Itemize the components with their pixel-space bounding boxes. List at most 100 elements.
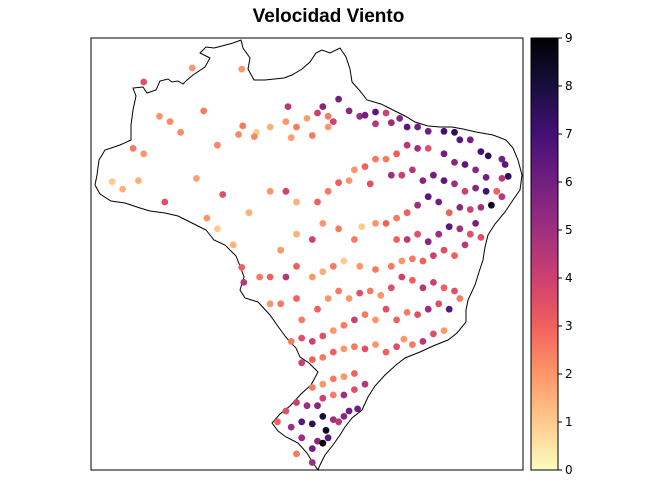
station-point xyxy=(435,198,443,206)
colorbar-tick-label: 7 xyxy=(565,127,573,141)
station-point xyxy=(451,128,458,136)
station-point xyxy=(504,172,512,180)
station-point xyxy=(361,380,369,388)
station-point xyxy=(319,268,327,276)
colorbar-tick-label: 0 xyxy=(565,463,573,477)
station-point xyxy=(308,445,316,452)
colorbar-tick-label: 6 xyxy=(565,175,573,189)
station-point xyxy=(340,345,348,353)
station-point xyxy=(188,64,196,72)
station-point xyxy=(135,177,142,185)
station-point xyxy=(498,175,506,182)
station-point xyxy=(229,241,237,249)
station-point xyxy=(329,262,337,270)
station-point xyxy=(366,180,374,188)
station-point xyxy=(282,187,290,195)
station-point xyxy=(393,343,400,351)
station-point xyxy=(445,209,453,217)
station-point xyxy=(308,132,316,139)
station-point xyxy=(501,161,509,168)
station-point xyxy=(351,166,358,174)
station-point xyxy=(419,284,427,292)
station-point xyxy=(424,193,432,201)
station-point xyxy=(387,119,395,127)
station-point xyxy=(329,416,337,423)
station-point xyxy=(403,141,411,149)
station-point xyxy=(351,236,358,243)
station-point xyxy=(266,300,274,308)
station-point xyxy=(193,175,200,182)
station-point xyxy=(308,236,316,243)
station-point xyxy=(456,295,464,302)
colorbar-tick-label: 1 xyxy=(565,415,573,429)
station-point xyxy=(430,279,437,286)
station-point xyxy=(356,262,364,270)
station-point xyxy=(351,370,358,377)
station-point xyxy=(403,236,411,243)
station-point xyxy=(340,373,348,381)
station-point xyxy=(319,103,327,110)
station-point xyxy=(409,255,416,263)
station-point xyxy=(424,238,432,246)
station-point xyxy=(372,341,379,348)
brazil-outline xyxy=(94,39,523,472)
station-point xyxy=(372,316,379,324)
station-point xyxy=(361,163,369,171)
station-point xyxy=(277,300,285,308)
station-point xyxy=(293,450,300,458)
station-point xyxy=(250,133,258,141)
station-point xyxy=(409,276,416,284)
station-point xyxy=(140,78,148,86)
colorbar-ticks: 0 1 2 3 4 5 6 7 8 9 xyxy=(558,31,573,477)
station-point xyxy=(324,123,332,131)
station-point xyxy=(298,334,306,342)
station-point xyxy=(319,439,327,447)
station-point xyxy=(324,434,332,442)
station-point xyxy=(498,155,506,163)
station-point xyxy=(319,380,327,388)
station-point xyxy=(319,354,327,361)
station-point xyxy=(274,418,281,426)
station-point xyxy=(372,120,379,128)
station-point xyxy=(409,166,416,174)
station-point xyxy=(287,423,295,431)
station-point xyxy=(451,252,458,259)
station-point xyxy=(387,262,395,270)
station-point xyxy=(293,198,300,206)
station-point xyxy=(393,236,400,243)
station-point xyxy=(177,128,185,136)
station-point xyxy=(319,220,327,227)
station-point xyxy=(472,220,479,227)
station-point xyxy=(377,291,385,299)
station-point xyxy=(282,118,290,125)
station-point xyxy=(440,177,448,185)
station-point xyxy=(419,177,427,185)
station-point xyxy=(409,341,416,348)
station-point xyxy=(398,171,406,179)
station-point xyxy=(329,327,337,334)
station-point xyxy=(424,127,432,135)
station-point xyxy=(203,214,211,222)
station-point xyxy=(382,109,390,117)
station-points xyxy=(108,64,512,466)
station-point xyxy=(414,311,421,318)
station-point xyxy=(456,204,464,211)
station-point xyxy=(293,399,300,406)
colorbar-tick-label: 9 xyxy=(565,31,573,45)
station-point xyxy=(461,161,469,168)
station-point xyxy=(456,136,464,144)
station-point xyxy=(314,198,321,206)
station-point xyxy=(322,426,330,434)
station-point xyxy=(351,386,358,393)
station-point xyxy=(398,273,406,281)
station-point xyxy=(477,204,485,211)
station-point xyxy=(319,332,327,340)
station-point xyxy=(266,273,274,281)
colorbar-tick-label: 5 xyxy=(565,223,573,237)
station-point xyxy=(403,209,411,217)
map-panel xyxy=(90,37,524,471)
station-point xyxy=(419,257,427,265)
station-point xyxy=(361,111,369,119)
station-point xyxy=(293,123,300,131)
